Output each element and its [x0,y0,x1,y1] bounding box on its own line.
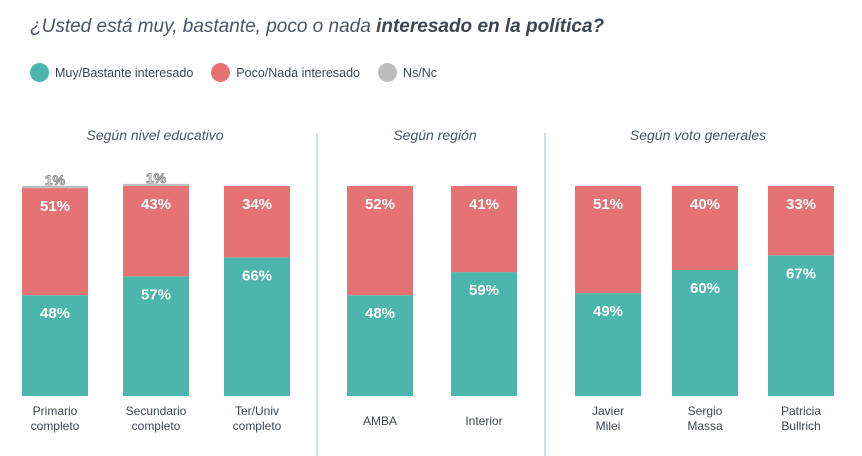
bar-segment-g2-c1-s2 [347,186,413,296]
value-label-g1-c2-s3: 1% [146,170,167,186]
legend-swatch-nsnc [377,63,397,82]
bar-segment-g3-c3-s2 [768,186,834,256]
legend-item-nsnc: Ns/Nc [377,63,438,82]
chart-title: ¿Usted está muy, bastante, poco o nada i… [30,16,604,38]
category-label-g1-c2-l2: completo [132,419,181,433]
bar-segment-g2-c1-s1 [347,295,413,396]
value-label-g3-c3-s1: 67% [786,265,816,282]
category-label-g2-c2: Interior [465,414,502,428]
bar-segment-g2-c2-s1 [451,272,517,396]
bar-segment-g1-c3-s2 [224,186,290,258]
value-label-g3-c1-s2: 51% [593,196,623,213]
bar-segment-g3-c1-s2 [575,186,641,294]
legend-swatch-interesado [30,63,49,82]
category-label-g1-c2-l1: Secundario [126,404,187,418]
value-label-g1-c3-s1: 66% [242,267,272,284]
value-label-g1-c2-s2: 43% [141,196,171,213]
value-label-g3-c2-s2: 40% [690,196,720,213]
value-label-g3-c2-s1: 60% [690,280,720,297]
legend-item-interesado: Muy/Bastante interesado [30,63,193,82]
category-label-g1-c1-l1: Primario [33,404,78,418]
chart-title-prefix: ¿Usted está muy, bastante, poco o nada [30,16,377,37]
category-label-g3-c2-l1: Sergio [688,404,723,418]
value-label-g1-c1-s2: 51% [40,198,70,215]
value-label-g3-c1-s1: 49% [593,303,623,320]
category-label-g1-c1-l2: completo [31,419,80,433]
group-title-2: Según región [393,127,477,143]
bar-segment-g3-c2-s2 [672,186,738,270]
category-label-g3-c1-l2: Milei [596,419,621,433]
bar-segment-g3-c1-s1 [575,293,641,396]
bar-segment-g3-c2-s1 [672,270,738,396]
legend-label-no-interesado: Poco/Nada interesado [236,65,360,80]
legend-label-nsnc: Ns/Nc [402,65,438,80]
value-label-g2-c2-s1: 59% [469,282,499,299]
group-title-3: Según voto generales [630,127,766,143]
value-label-g3-c3-s2: 33% [786,196,816,213]
bar-segment-g1-c2-s1 [123,276,189,396]
category-label-g3-c3-l2: Bullrich [781,419,820,433]
legend-item-no-interesado: Poco/Nada interesado [211,63,360,82]
group-title-1: Según nivel educativo [87,127,224,143]
value-label-g1-c1-s3: 1% [45,172,66,188]
bar-segment-g1-c1-s3 [22,186,88,189]
category-label-g1-c3-l2: completo [233,419,282,433]
value-label-g2-c1-s2: 52% [365,196,395,213]
legend: Muy/Bastante interesado Poco/Nada intere… [30,63,455,82]
category-label-g3-c3-l1: Patricia [781,404,821,418]
bar-segment-g1-c2-s2 [123,186,189,277]
value-label-g2-c2-s2: 41% [469,196,499,213]
category-label-g1-c3-l1: Ter/Univ [235,404,279,418]
bar-segment-g1-c3-s1 [224,257,290,396]
bar-segment-g1-c1-s1 [22,295,88,396]
category-label-g2-c1: AMBA [363,414,397,428]
category-label-g3-c1-l1: Javier [592,404,624,418]
value-label-g1-c2-s1: 57% [141,286,171,303]
value-label-g1-c1-s1: 48% [40,305,70,322]
value-label-g2-c1-s1: 48% [365,305,395,322]
category-label-g3-c2-l2: Massa [687,419,723,433]
value-label-g1-c3-s2: 34% [242,196,272,213]
chart-title-bold: interesado en la política? [376,16,605,37]
bar-segment-g1-c1-s2 [22,188,88,296]
bar-segment-g1-c2-s3 [123,183,189,186]
legend-swatch-no-interesado [211,63,231,82]
bar-segment-g2-c2-s2 [451,186,517,273]
legend-label-interesado: Muy/Bastante interesado [55,65,194,80]
bar-segment-g3-c3-s1 [768,255,834,396]
